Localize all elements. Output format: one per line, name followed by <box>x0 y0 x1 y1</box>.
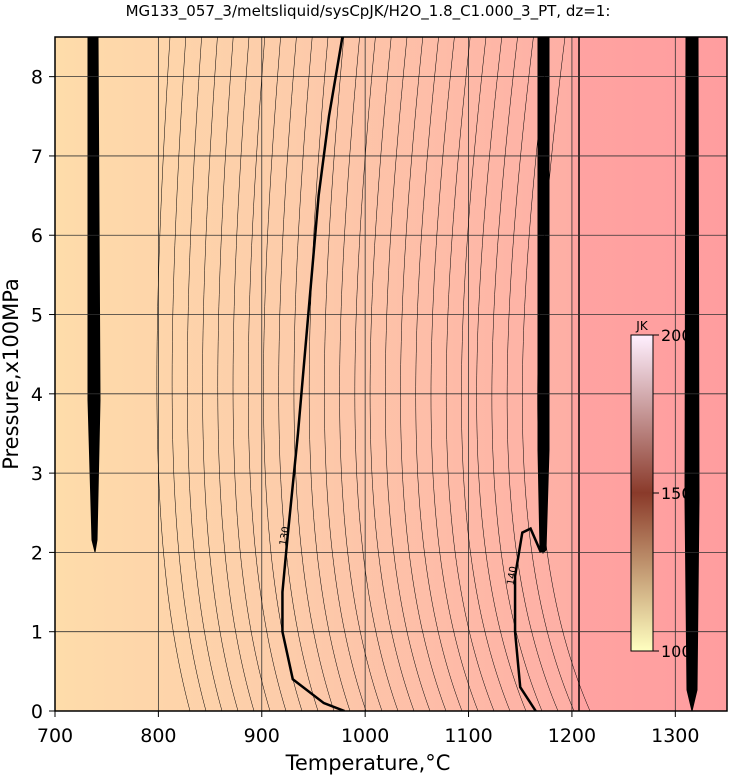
y-tick-label: 3 <box>31 463 43 485</box>
x-tick-label: 1100 <box>444 725 492 747</box>
dense-band <box>87 37 101 553</box>
contour-line-decor <box>217 37 255 711</box>
contour-line-decor <box>476 37 527 711</box>
y-tick-label: 1 <box>31 622 43 644</box>
plot-background <box>55 37 727 711</box>
contour-line-decor <box>537 37 591 711</box>
contour-line-decor <box>293 37 335 711</box>
contour-line-decor <box>187 37 223 711</box>
contour-label: 130 <box>278 526 292 547</box>
colorbar-label: JK <box>635 319 649 333</box>
x-axis-label: Temperature,°C <box>285 751 451 775</box>
y-tick-label: 4 <box>31 384 43 406</box>
colorbar-tick-label: 150 <box>661 484 692 503</box>
contour-line-decor <box>430 37 479 711</box>
colorbar-tick-label: 200 <box>661 326 692 345</box>
contour-line-decor <box>339 37 383 711</box>
contour-line-decor <box>522 37 575 711</box>
contour-line-decor <box>354 37 399 711</box>
contour-line-decor <box>491 37 543 711</box>
contour-line-decor <box>400 37 447 711</box>
y-tick-label: 6 <box>31 225 43 247</box>
y-tick-label: 0 <box>31 701 43 723</box>
contour-decor <box>87 37 700 711</box>
contour-line-decor <box>156 37 191 711</box>
chart-title: MG133_057_3/meltsliquid/sysCpJK/H2O_1.8_… <box>126 2 611 21</box>
x-tick-label: 700 <box>37 725 73 747</box>
y-tick-label: 7 <box>31 146 43 168</box>
colorbar <box>630 334 654 652</box>
x-tick-label: 1300 <box>651 725 699 747</box>
contour-line-decor <box>171 37 207 711</box>
contour-line-decor <box>445 37 495 711</box>
contour-line-decor <box>278 37 319 711</box>
contour-line-decor <box>248 37 287 711</box>
plot-frame <box>54 36 728 712</box>
contour-line-decor <box>202 37 239 711</box>
colorbar-tick-label: 100 <box>661 642 692 661</box>
contour-line <box>513 526 543 711</box>
dense-band <box>537 37 550 554</box>
x-tick-label: 1200 <box>548 725 596 747</box>
contour-line-decor <box>232 37 271 711</box>
y-tick-label: 8 <box>31 67 43 89</box>
contour-line-decor <box>308 37 351 711</box>
x-tick-label: 1000 <box>341 725 389 747</box>
contour-line-decor <box>324 37 367 711</box>
contour-line <box>281 37 345 711</box>
dense-band <box>684 37 700 711</box>
y-axis-label: Pressure,x100MPa <box>0 278 23 470</box>
y-tick-label: 5 <box>31 305 43 327</box>
contour-line-decor <box>415 37 463 711</box>
x-tick-label: 900 <box>244 725 280 747</box>
contour-line-decor <box>385 37 431 711</box>
contour-line-decor <box>506 37 559 711</box>
y-tick-label: 2 <box>31 542 43 564</box>
contour-line-decor <box>369 37 415 711</box>
contour-label: 140 <box>506 565 520 586</box>
contour-line-decor <box>461 37 511 711</box>
x-tick-label: 800 <box>140 725 176 747</box>
